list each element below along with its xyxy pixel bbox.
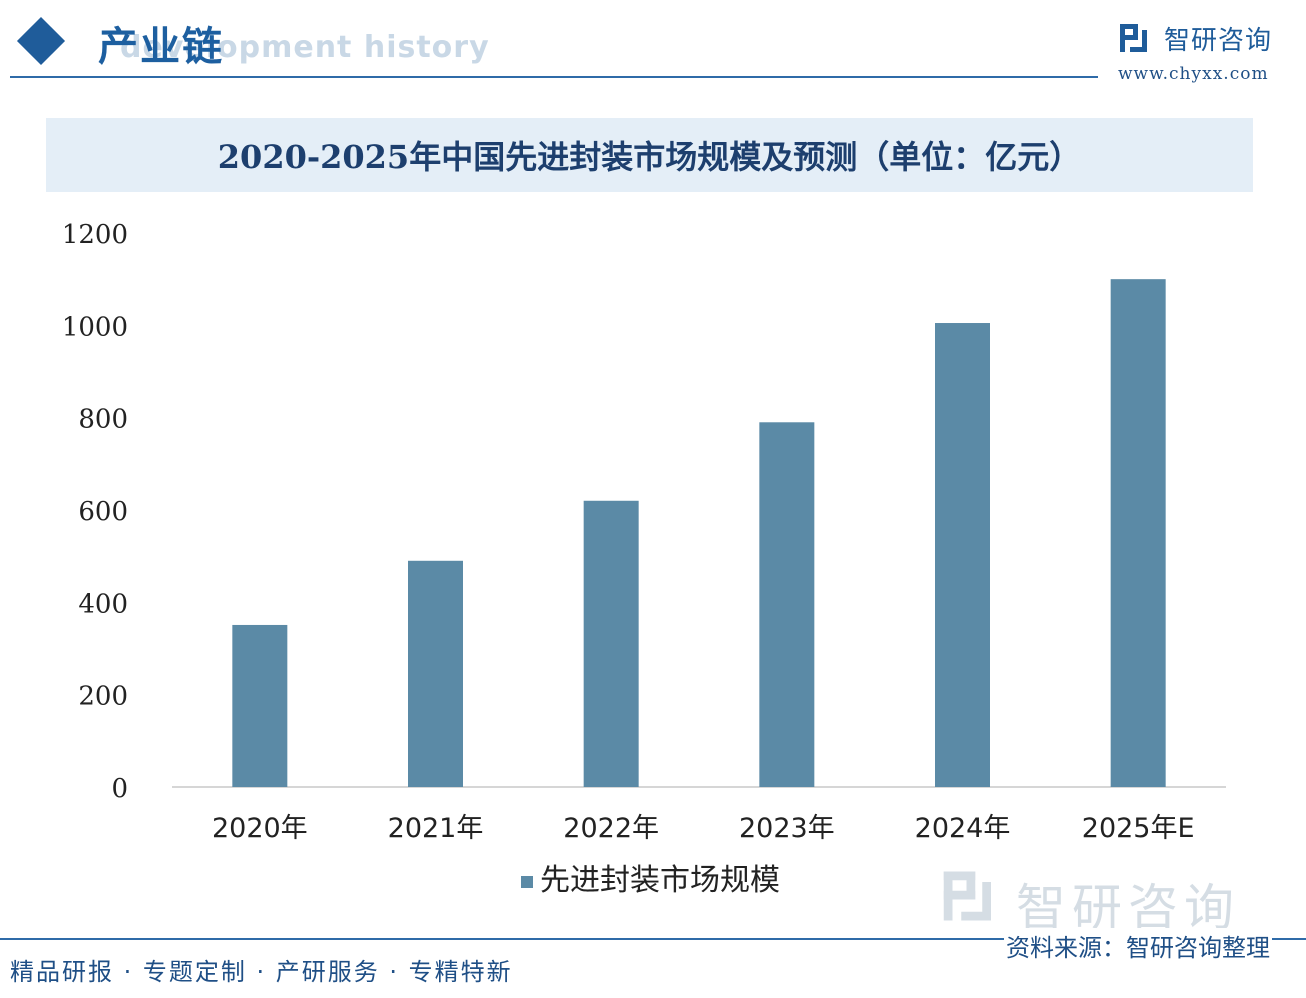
header: development history 产业链 智研咨询 www.chyxx.c…	[0, 0, 1306, 90]
y-tick-label: 200	[78, 682, 128, 712]
diamond-icon	[16, 16, 66, 66]
footer-tagline: 精品研报 · 专题定制 · 产研服务 · 专精特新	[10, 958, 513, 986]
brand: 智研咨询 www.chyxx.com	[1118, 20, 1288, 86]
chart-title: 2020-2025年中国先进封装市场规模及预测（单位：亿元）	[217, 138, 1082, 176]
brand-url[interactable]: www.chyxx.com	[1118, 64, 1269, 84]
y-tick-label: 1000	[62, 312, 128, 342]
x-tick-label: 2023年	[739, 813, 835, 844]
x-tick-label: 2025年E	[1082, 813, 1195, 844]
y-tick-label: 800	[78, 405, 128, 435]
y-tick-label: 600	[78, 497, 128, 527]
bar	[408, 560, 463, 787]
watermark: 智研咨询	[940, 868, 1280, 937]
y-tick-label: 1200	[62, 220, 128, 250]
bar	[583, 500, 639, 787]
bar	[759, 422, 815, 787]
x-tick-label: 2020年	[212, 813, 308, 844]
y-tick-label: 0	[111, 774, 128, 804]
x-tick-label: 2022年	[563, 813, 659, 844]
legend-swatch	[521, 876, 533, 888]
watermark-logo-icon	[943, 871, 991, 921]
watermark-text: 智研咨询	[1016, 879, 1240, 937]
section-title: 产业链	[98, 23, 224, 70]
footer-divider	[0, 938, 1306, 940]
y-tick-label: 400	[78, 589, 128, 619]
bar	[1110, 279, 1166, 787]
bar	[935, 323, 990, 787]
brand-name: 智研咨询	[1164, 26, 1273, 56]
header-divider	[10, 76, 1098, 78]
source-note: 资料来源：智研咨询整理	[1004, 928, 1272, 963]
legend-label: 先进封装市场规模	[540, 863, 780, 898]
x-tick-label: 2024年	[915, 813, 1011, 844]
x-tick-label: 2021年	[388, 813, 484, 844]
bar	[232, 624, 288, 787]
brand-logo-icon	[1120, 24, 1147, 52]
bar-chart: 0 200 400 600 800 1000 1200 2020年 2021年 2022年 2023…	[62, 220, 1226, 898]
chart-title-banner: 2020-2025年中国先进封装市场规模及预测（单位：亿元）	[46, 118, 1253, 192]
